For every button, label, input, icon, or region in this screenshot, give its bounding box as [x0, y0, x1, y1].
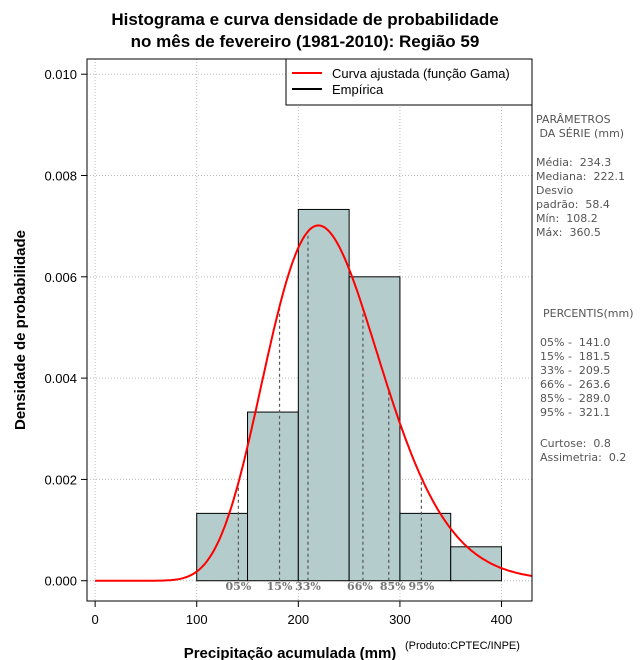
histogram-bar [348, 276, 401, 582]
x-tick-label: 200 [287, 612, 309, 627]
chart-title-line2: no mês de fevereiro (1981-2010): Região … [131, 32, 480, 51]
x-axis-label: Precipitação acumulada (mm) [184, 645, 397, 660]
y-tick-label: 0.000 [44, 574, 77, 589]
credit-text: (Produto:CPTEC/INPE) [405, 640, 520, 652]
shape-body: Curtose: 0.8 Assimetria: 0.2 [540, 437, 627, 464]
histogram-bar [450, 546, 503, 582]
x-tick-label: 400 [491, 612, 513, 627]
histogram-bar [399, 512, 452, 582]
x-tick-label: 300 [389, 612, 411, 627]
percentis-title: PERCENTIS(mm) [543, 307, 634, 320]
histogram-bar [247, 411, 299, 582]
percentile-label: 66% [347, 580, 373, 593]
percentile-label: 33% [295, 580, 321, 593]
params-body: Média: 234.3 Mediana: 222.1 Desvio padrã… [536, 156, 625, 239]
y-tick-label: 0.006 [44, 270, 77, 285]
chart-title-line1: Histograma e curva densidade de probabil… [111, 10, 498, 29]
y-tick-label: 0.010 [44, 67, 77, 82]
percentile-label: 15% [267, 580, 293, 593]
gamma-curve [95, 224, 533, 582]
histogram-bar [196, 512, 249, 582]
percentile-label: 95% [408, 580, 434, 593]
percentile-label: 85% [380, 580, 406, 593]
legend-box [285, 58, 533, 106]
legend-label: Curva ajustada (função Gama) [332, 66, 510, 81]
y-tick-label: 0.008 [44, 169, 77, 184]
legend-label: Empírica [332, 82, 384, 97]
x-tick-label: 100 [186, 612, 208, 627]
x-tick-label: 0 [92, 612, 99, 627]
percentile-label: 05% [225, 580, 251, 593]
percentis-body: 05% - 141.0 15% - 181.5 33% - 209.5 66% … [540, 336, 611, 419]
y-axis-label: Densidade de probabilidade [12, 230, 29, 430]
y-tick-label: 0.002 [44, 472, 77, 487]
histogram-bar [297, 208, 350, 582]
y-tick-label: 0.004 [44, 371, 77, 386]
params-title: PARÂMETROS DA SÉRIE (mm) [536, 113, 625, 140]
